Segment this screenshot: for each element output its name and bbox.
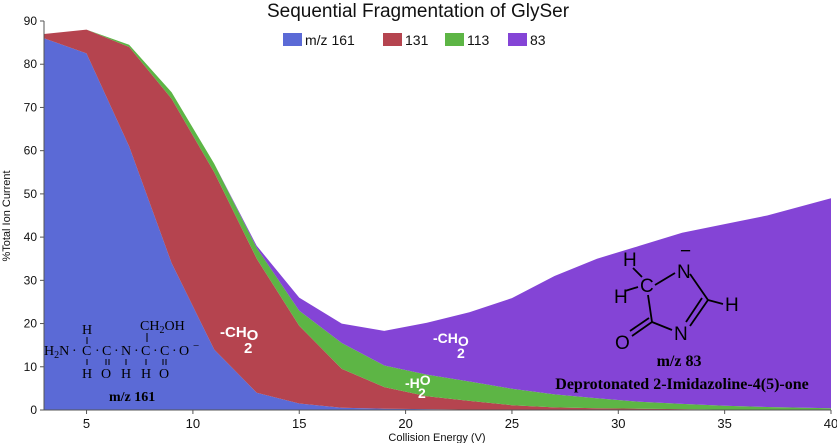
glyser-o-b2: O (159, 367, 169, 382)
legend-swatch-1 (383, 33, 402, 46)
glyser-ch2oh: CH2OH (140, 319, 185, 336)
legend: m/z 161 131 113 83 (283, 32, 546, 48)
glyser-h-b2: H (121, 367, 131, 382)
imid-h-left: H (614, 287, 628, 308)
glyser-structure: H CH2OH H2N · C · C · N · C · C · O − H … (44, 319, 199, 405)
y-tick-label: 80 (24, 57, 38, 71)
x-tick-label: 20 (398, 416, 412, 431)
imid-bond-8 (651, 321, 673, 331)
legend-label-2: 113 (467, 32, 490, 48)
imid-bond-9b (629, 317, 650, 332)
imid-h-top: H (623, 250, 637, 271)
imid-bond-5 (707, 299, 724, 305)
imid-bond-2 (624, 286, 639, 292)
y-tick-label: 20 (24, 317, 38, 331)
x-tick-label: 35 (717, 416, 731, 431)
legend-label-3: 83 (530, 32, 546, 48)
stacked-areas (44, 29, 831, 411)
glyser-dot3: · (114, 344, 119, 359)
x-tick-label: 10 (186, 416, 200, 431)
y-tick-label: 40 (24, 230, 38, 244)
annotation-ch2o-2-sub: 2 (457, 345, 465, 361)
glyser-c1: C (82, 344, 91, 359)
imid-bond-3 (654, 272, 676, 286)
imid-label: m/z 83 (657, 353, 702, 370)
annotation-ch2o-2: -CHO (433, 330, 469, 349)
glyser-h-top: H (82, 323, 92, 338)
legend-label-1: 131 (405, 32, 429, 48)
chart-title: Sequential Fragmentation of GlySer (267, 1, 570, 22)
y-ticks: 0 10 20 30 40 50 60 70 80 90 (24, 14, 44, 417)
glyser-dot2: · (95, 344, 100, 359)
glyser-dot6: · (172, 344, 177, 359)
imid-h-right: H (725, 295, 739, 316)
glyser-dot1: · (72, 344, 77, 359)
imid-name: Deprotonated 2-Imidazoline-4(5)-one (555, 376, 808, 393)
legend-swatch-0 (283, 33, 302, 46)
legend-label-0: m/z 161 (305, 32, 355, 48)
glyser-n: N (121, 344, 131, 359)
glyser-c2: C (102, 344, 111, 359)
imid-structure: − H N H C H N O (614, 241, 739, 354)
imid-bond-7 (647, 294, 653, 323)
annotation-ch2o-1: -CHO (220, 324, 259, 344)
glyser-o-minus: O (179, 344, 189, 359)
y-tick-label: 50 (24, 187, 38, 201)
x-tick-label: 25 (505, 416, 519, 431)
legend-swatch-2 (445, 33, 464, 46)
imid-bond-4 (689, 273, 709, 301)
area-series-1 (44, 29, 831, 410)
x-ticks: 5 10 15 20 25 30 35 40 (83, 410, 837, 431)
glyser-c3: C (141, 344, 150, 359)
glyser-label: m/z 161 (109, 390, 155, 405)
imid-minus: − (680, 241, 691, 262)
x-tick-label: 40 (824, 416, 837, 431)
area-series-3 (44, 29, 831, 409)
imid-bond-9a (631, 321, 653, 337)
imid-bond-6a (689, 299, 709, 327)
y-axis-label: %Total Ion Current (1, 170, 13, 261)
legend-swatch-3 (508, 33, 527, 46)
y-tick-label: 90 (24, 14, 38, 28)
glyser-h-b3: H (141, 367, 151, 382)
glyser-minus: − (193, 340, 199, 352)
x-tick-label: 5 (83, 416, 90, 431)
area-series-0 (44, 38, 831, 411)
y-tick-label: 30 (24, 273, 38, 287)
imid-o: O (615, 333, 630, 354)
imid-bond-1 (632, 267, 643, 278)
x-axis-label: Collision Energy (V) (388, 432, 485, 443)
glyser-o-b1: O (101, 367, 111, 382)
imid-bond-6b (685, 297, 703, 323)
x-tick-label: 30 (611, 416, 625, 431)
glyser-dot5: · (153, 344, 158, 359)
y-tick-label: 10 (24, 360, 38, 374)
y-tick-label: 60 (24, 144, 38, 158)
annotation-h2o: -HO (405, 372, 431, 391)
glyser-c4: C (160, 344, 169, 359)
imid-c: C (640, 276, 654, 297)
glyser-dot4: · (134, 344, 139, 359)
glyser-h-b1: H (82, 367, 92, 382)
annotation-h2o-sub: 2 (418, 385, 426, 401)
y-tick-label: 0 (30, 403, 37, 417)
y-tick-label: 70 (24, 100, 38, 114)
glyser-h2n: H2N (44, 344, 69, 361)
annotation-ch2o-1-sub: 2 (244, 340, 252, 357)
imid-n-bottom: N (674, 324, 688, 345)
x-tick-label: 15 (292, 416, 306, 431)
imid-n-top: N (677, 262, 691, 283)
